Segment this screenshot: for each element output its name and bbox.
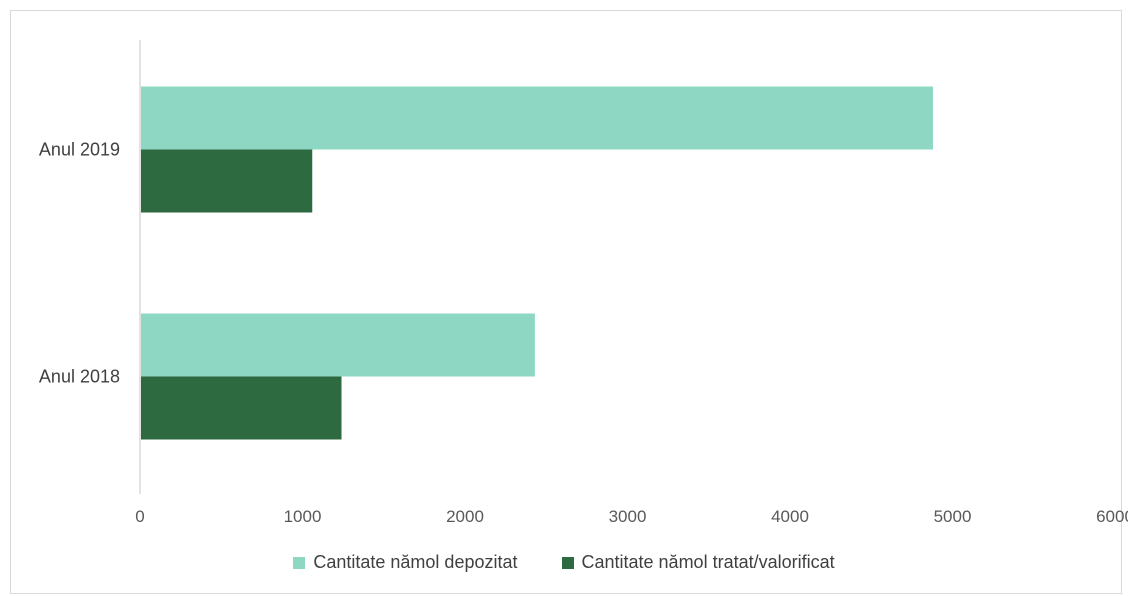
legend: Cantitate nămol depozitat Cantitate nămo…: [0, 552, 1128, 573]
bar-anul-2019-series-1: [141, 149, 313, 213]
x-tick-label: 5000: [934, 507, 972, 526]
x-tick-label: 6000: [1096, 507, 1128, 526]
legend-item-depozitat: Cantitate nămol depozitat: [293, 552, 518, 573]
legend-label-tratat: Cantitate nămol tratat/valorificat: [581, 552, 835, 572]
bar-anul-2018-series-1: [141, 376, 342, 440]
category-label: Anul 2019: [39, 140, 120, 160]
x-tick-label: 2000: [446, 507, 484, 526]
x-tick-label: 0: [135, 507, 144, 526]
bar-anul-2018-series-0: [141, 313, 535, 377]
category-label: Anul 2018: [39, 367, 120, 387]
legend-swatch-depozitat: [293, 556, 306, 569]
x-tick-label: 3000: [609, 507, 647, 526]
legend-label-depozitat: Cantitate nămol depozitat: [313, 552, 518, 572]
legend-swatch-tratat: [561, 556, 574, 569]
bar-anul-2019-series-0: [141, 86, 933, 150]
legend-item-tratat: Cantitate nămol tratat/valorificat: [561, 552, 835, 573]
x-tick-label: 1000: [284, 507, 322, 526]
x-tick-label: 4000: [771, 507, 809, 526]
